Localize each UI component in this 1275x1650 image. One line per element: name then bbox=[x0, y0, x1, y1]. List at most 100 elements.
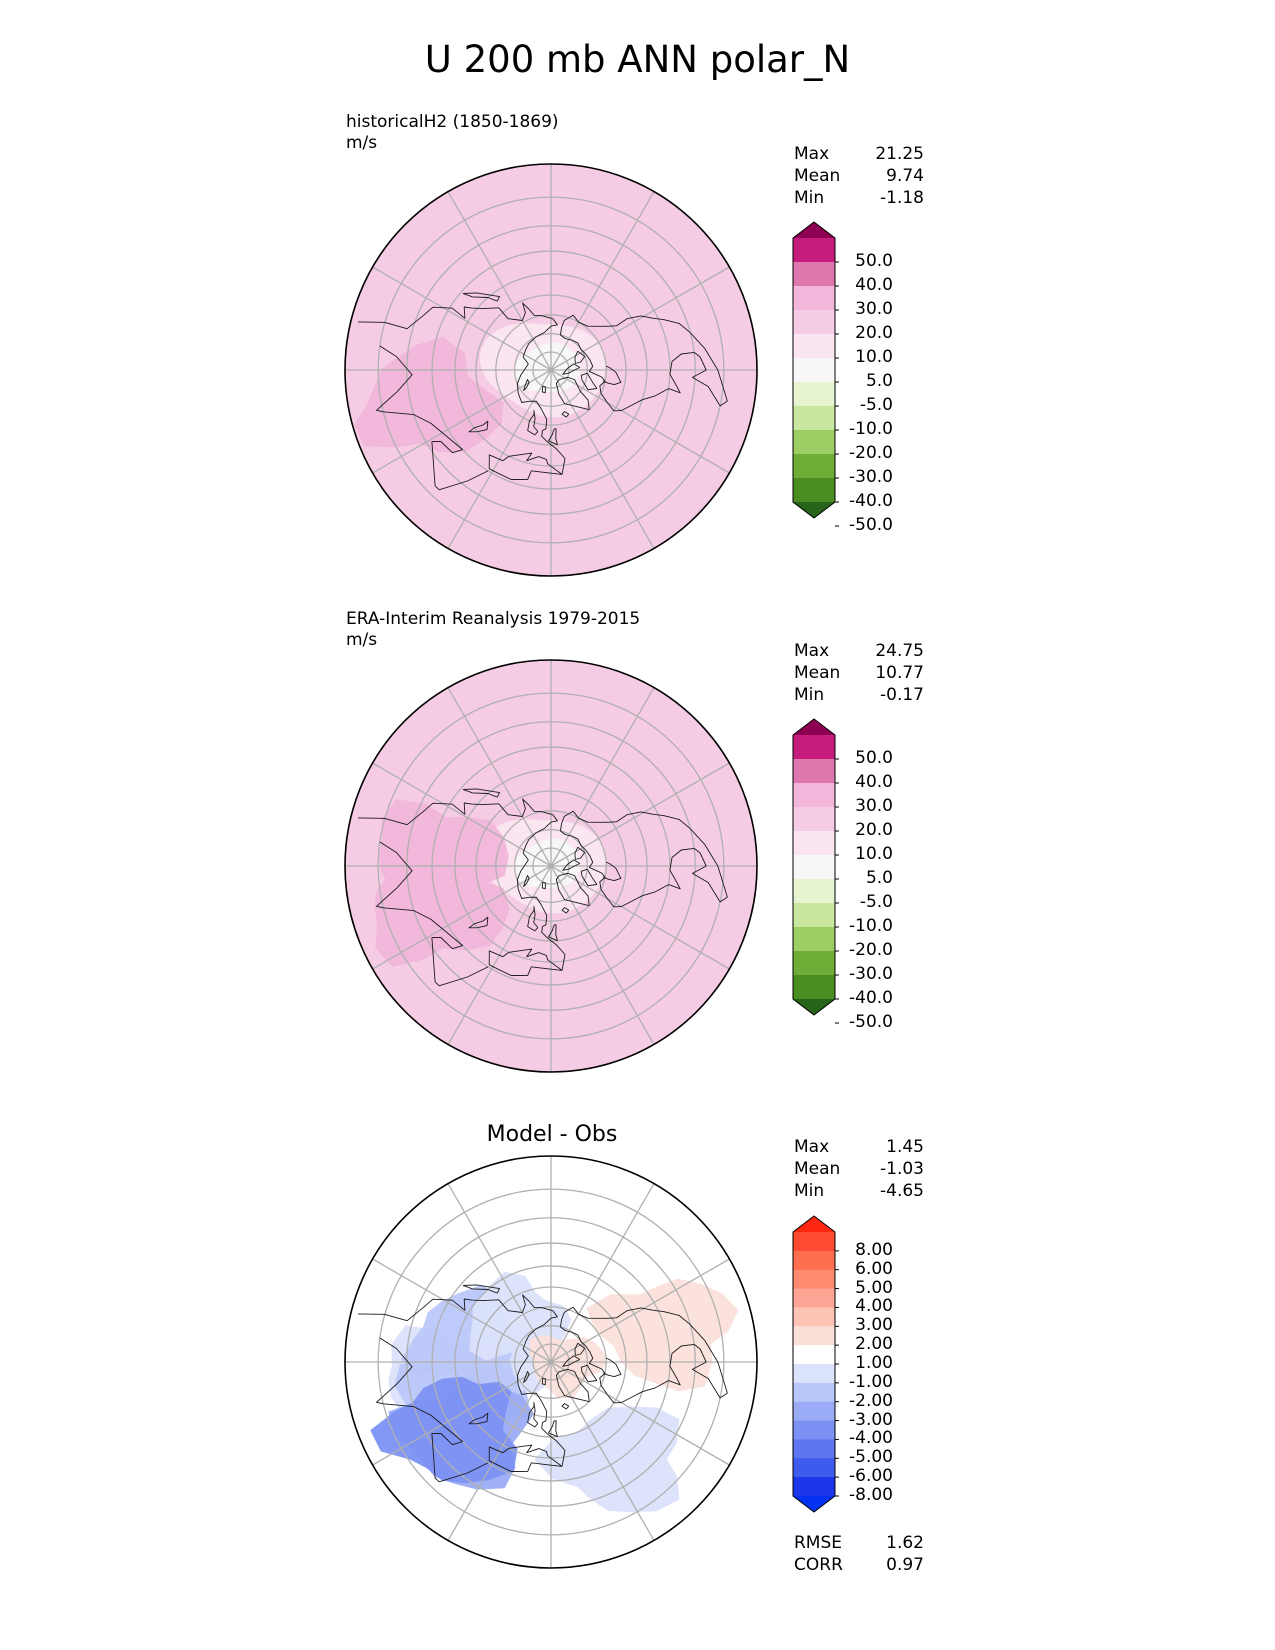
colorbar-tick-label: 6.00 bbox=[855, 1258, 893, 1279]
coastline bbox=[562, 859, 581, 871]
coastline bbox=[541, 1377, 546, 1386]
colorbar-tick-label: -3.00 bbox=[849, 1409, 893, 1430]
coastline bbox=[523, 379, 530, 392]
colorbar-bin bbox=[793, 783, 835, 808]
colorbar-bin bbox=[793, 1269, 835, 1290]
colorbar-tick-label: -30.0 bbox=[849, 964, 893, 984]
colorbar-extend-min bbox=[793, 502, 835, 518]
coastline bbox=[527, 409, 539, 436]
meridian-gridline bbox=[372, 865, 552, 970]
field-patch bbox=[586, 1278, 739, 1392]
colorbar-bin bbox=[793, 382, 835, 407]
colorbar-bin bbox=[793, 927, 835, 952]
coastline bbox=[602, 365, 622, 386]
meridian-gridline bbox=[550, 266, 730, 371]
colorbar-tick-label: -30.0 bbox=[849, 467, 893, 487]
meridian-gridline bbox=[550, 191, 655, 371]
colorbar-bin bbox=[793, 334, 835, 359]
coastline bbox=[376, 1337, 489, 1483]
coastline bbox=[555, 1368, 590, 1403]
coastline bbox=[561, 907, 570, 914]
metric-corr-value: 0.97 bbox=[886, 1555, 924, 1575]
colorbar-tick-label: -40.0 bbox=[849, 988, 893, 1008]
colorbar-bin bbox=[793, 1420, 835, 1440]
meridian-gridline bbox=[550, 1258, 730, 1363]
colorbar-bin bbox=[793, 807, 835, 832]
colorbar-bin bbox=[793, 831, 835, 856]
colorbar-bin bbox=[793, 951, 835, 976]
meridian-gridline bbox=[447, 191, 552, 371]
stat-mean-label: Mean bbox=[794, 1159, 841, 1179]
colorbar-extend-max bbox=[793, 1216, 835, 1232]
colorbar-tick-label: 5.00 bbox=[855, 1277, 893, 1298]
map-boundary bbox=[344, 1155, 758, 1569]
map-test bbox=[344, 163, 758, 577]
map-difference bbox=[344, 1155, 758, 1569]
coastline bbox=[488, 452, 563, 480]
colorbar-tick-label: -4.00 bbox=[849, 1428, 893, 1449]
colorbar-bin bbox=[793, 1307, 835, 1327]
panel-reference-stats: Max 24.75 Mean 10.77 Min -0.17 bbox=[794, 640, 924, 706]
colorbar-bin bbox=[793, 879, 835, 904]
panel-reference-units: m/s bbox=[346, 630, 378, 650]
colorbar-bin bbox=[793, 1382, 835, 1403]
figure-title: U 200 mb ANN polar_N bbox=[424, 38, 851, 81]
colorbar-bin bbox=[793, 1326, 835, 1346]
colorbar-tick-label: -20.0 bbox=[849, 443, 893, 463]
stat-min-label: Min bbox=[794, 188, 825, 208]
coastline bbox=[548, 924, 558, 942]
coastline bbox=[462, 1284, 501, 1294]
coastline bbox=[376, 345, 489, 491]
colorbar-tick-label: 1.00 bbox=[855, 1353, 893, 1373]
coastline bbox=[527, 1401, 539, 1428]
metric-rmse-value: 1.62 bbox=[886, 1533, 924, 1553]
colorbar-bin bbox=[793, 975, 835, 1000]
map-reference bbox=[344, 659, 758, 1073]
stat-min-value: -4.65 bbox=[880, 1181, 924, 1201]
colorbar-tick-label: 5.0 bbox=[865, 371, 893, 391]
colorbar-bin bbox=[793, 262, 835, 287]
coastline bbox=[574, 846, 586, 860]
meridian-gridline bbox=[550, 1183, 655, 1363]
coastline bbox=[580, 868, 598, 887]
meridian-gridline bbox=[550, 865, 730, 970]
colorbar-tick-label: 4.00 bbox=[855, 1296, 893, 1317]
colorbar-tick-label: 5.0 bbox=[865, 868, 893, 888]
panel-test-stats: Max 21.25 Mean 9.74 Min -1.18 bbox=[794, 143, 924, 209]
meridian-gridline bbox=[372, 1258, 552, 1363]
coastline bbox=[560, 830, 728, 908]
colorbar-bin bbox=[793, 1439, 835, 1459]
panel-test-units: m/s bbox=[346, 133, 378, 153]
colorbar-tick-label: -5.0 bbox=[859, 395, 893, 415]
meridian-gridline bbox=[372, 266, 552, 371]
colorbar-tick-label: -20.0 bbox=[849, 940, 893, 960]
colorbar-bin bbox=[793, 406, 835, 431]
panel-difference-title: Model - Obs bbox=[486, 1122, 618, 1147]
coastline bbox=[560, 334, 728, 412]
meridian-gridline bbox=[550, 687, 655, 867]
colorbar-tick-label: 50.0 bbox=[855, 748, 893, 768]
colorbar-bin bbox=[793, 478, 835, 503]
colorbar-extend-min bbox=[793, 1496, 835, 1512]
coastline bbox=[516, 318, 566, 475]
colorbar-bin bbox=[793, 1477, 835, 1497]
colorbar-tick-label: 3.00 bbox=[855, 1315, 893, 1336]
coastline bbox=[574, 1342, 586, 1356]
colorbar-tick-label: -40.0 bbox=[849, 491, 893, 511]
colorbar-tick-label: -50.0 bbox=[849, 1012, 893, 1032]
colorbar-tick-label: 10.0 bbox=[855, 844, 893, 864]
coastline bbox=[580, 372, 598, 391]
coastline bbox=[357, 1294, 553, 1322]
colorbar-tick-label: -5.0 bbox=[859, 892, 893, 912]
colorbar-bin bbox=[793, 1250, 835, 1271]
colorbar-extend-max bbox=[793, 719, 835, 735]
coastline bbox=[523, 1371, 530, 1384]
coastline bbox=[541, 881, 546, 890]
colorbar-tick-label: 30.0 bbox=[855, 299, 893, 319]
colorbar-bin bbox=[793, 454, 835, 479]
panel-difference-metrics: RMSE 1.62 CORR 0.97 bbox=[794, 1532, 924, 1576]
colorbar-bin bbox=[793, 1364, 835, 1384]
stat-max-label: Max bbox=[794, 144, 830, 164]
coastline bbox=[559, 314, 728, 402]
